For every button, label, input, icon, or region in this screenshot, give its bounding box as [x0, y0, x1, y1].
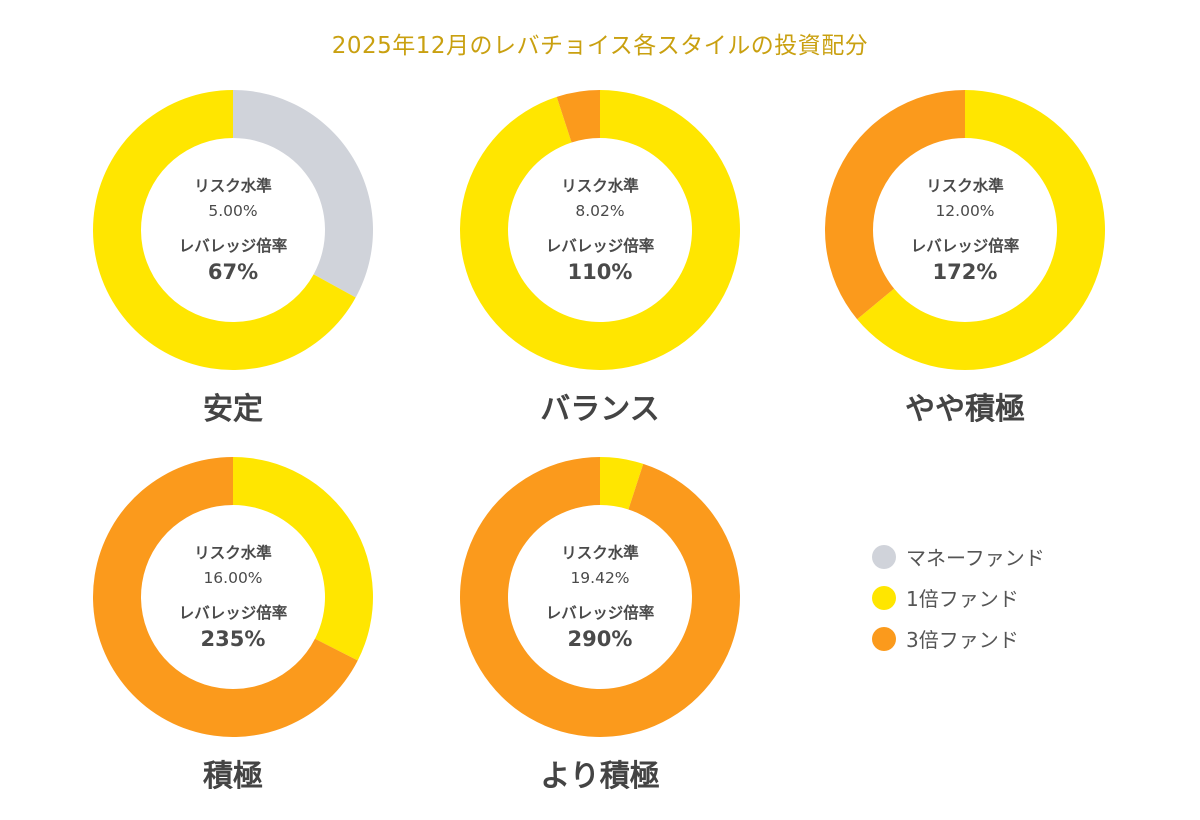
style-name: より積極 [540, 759, 660, 794]
style-name: やや積極 [905, 392, 1025, 427]
donut-slice [233, 90, 373, 298]
donut-center-info: リスク水準 16.00% レバレッジ倍率 235% [93, 541, 373, 651]
legend-item: マネーファンド [872, 536, 1045, 577]
legend-item: 1倍ファンド [872, 577, 1045, 618]
risk-level-label: リスク水準 [926, 177, 1004, 195]
donut-svg [825, 90, 1105, 370]
risk-level-label: リスク水準 [194, 177, 272, 195]
donut-chart: リスク水準 12.00% レバレッジ倍率 172% やや積極 [825, 90, 1125, 450]
style-name: バランス [540, 392, 660, 427]
donut-slice [857, 90, 1105, 370]
legend-item: 3倍ファンド [872, 618, 1045, 659]
leverage-label: レバレッジ倍率 [545, 237, 655, 255]
donut-slice [460, 457, 740, 737]
legend: マネーファンド 1倍ファンド 3倍ファンド [872, 536, 1045, 659]
donut-center-info: リスク水準 5.00% レバレッジ倍率 67% [93, 174, 373, 284]
risk-level-label: リスク水準 [194, 544, 272, 562]
leverage-value: 235% [200, 627, 266, 651]
donut-slice [233, 457, 373, 661]
legend-swatch [872, 585, 896, 610]
donut-svg [93, 90, 373, 370]
leverage-label: レバレッジ倍率 [178, 237, 288, 255]
donut-slice [460, 90, 740, 370]
donut-svg [460, 457, 740, 737]
style-name: 安定 [203, 392, 263, 427]
leverage-value: 110% [567, 260, 633, 284]
donut-slice [600, 457, 644, 510]
donut-center-info: リスク水準 19.42% レバレッジ倍率 290% [460, 541, 740, 651]
risk-level-value: 16.00% [203, 569, 263, 587]
leverage-value: 67% [207, 260, 259, 284]
donut-slice [825, 90, 965, 320]
leverage-value: 290% [567, 627, 633, 651]
donut-svg [460, 90, 740, 370]
donut-svg [93, 457, 373, 737]
legend-swatch [872, 544, 896, 569]
style-name: 積極 [203, 759, 263, 794]
risk-level-value: 12.00% [935, 202, 995, 220]
donut-center-info: リスク水準 12.00% レバレッジ倍率 172% [825, 174, 1105, 284]
legend-label: マネーファンド [906, 546, 1045, 570]
risk-level-label: リスク水準 [561, 177, 639, 195]
legend-label: 1倍ファンド [906, 587, 1019, 611]
leverage-label: レバレッジ倍率 [910, 237, 1020, 255]
risk-level-value: 5.00% [208, 202, 258, 220]
donut-slice [93, 90, 356, 370]
donut-chart: リスク水準 8.02% レバレッジ倍率 110% バランス [460, 90, 760, 450]
donut-chart: リスク水準 16.00% レバレッジ倍率 235% 積極 [93, 457, 393, 817]
donut-slice [93, 457, 358, 737]
risk-level-value: 19.42% [570, 569, 630, 587]
donut-center-info: リスク水準 8.02% レバレッジ倍率 110% [460, 174, 740, 284]
donut-slice [556, 90, 600, 143]
legend-swatch [872, 626, 896, 651]
leverage-label: レバレッジ倍率 [545, 604, 655, 622]
donut-chart: リスク水準 5.00% レバレッジ倍率 67% 安定 [93, 90, 393, 450]
risk-level-label: リスク水準 [561, 544, 639, 562]
chart-title: 2025年12月のレバチョイス各スタイルの投資配分 [331, 33, 869, 59]
donut-chart: リスク水準 19.42% レバレッジ倍率 290% より積極 [460, 457, 760, 817]
risk-level-value: 8.02% [575, 202, 625, 220]
leverage-label: レバレッジ倍率 [178, 604, 288, 622]
legend-label: 3倍ファンド [906, 628, 1019, 652]
leverage-value: 172% [932, 260, 998, 284]
